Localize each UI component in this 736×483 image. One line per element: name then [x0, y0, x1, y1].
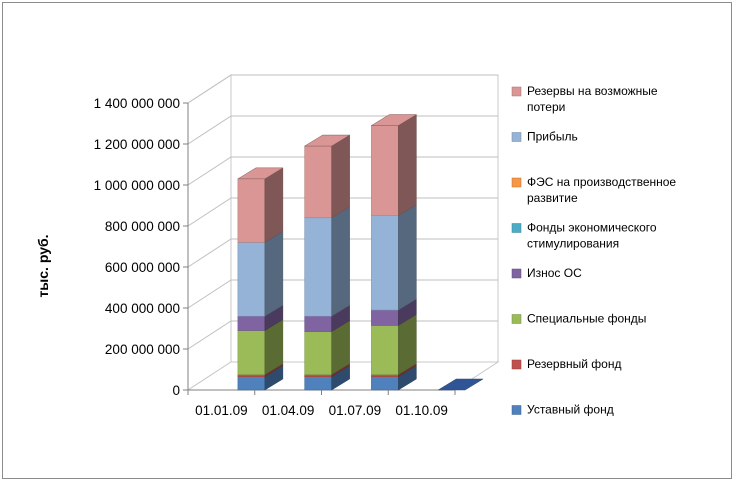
bar-Специальные фонды-01.01.09 — [237, 330, 266, 375]
bar-Резервы на возможные потери-01.04.09 — [304, 145, 332, 219]
y-tick-label: 1 200 000 000 — [94, 137, 180, 152]
x-tick-label: 01.04.09 — [262, 403, 315, 418]
bar-side-Прибыль-01.07.09 — [398, 204, 417, 311]
legend-label-Износ ОС: Износ ОС — [527, 266, 582, 280]
legend-label-ФЭС на производственное развитие: ФЭС на производственное развитие — [527, 175, 676, 205]
x-tick-label: 01.01.09 — [195, 403, 248, 418]
bar-side-Резервы на возможные потери-01.07.09 — [398, 114, 417, 217]
y-tick-label: 200 000 000 — [105, 342, 180, 357]
bar-side-Резервы на возможные потери-01.04.09 — [331, 134, 350, 219]
bar-Специальные фонды-01.04.09 — [304, 331, 332, 375]
bar-top-01.04.09 — [303, 134, 351, 147]
x-tick-label: 01.07.09 — [329, 403, 382, 418]
gridline — [187, 74, 498, 104]
bar-Резервный фонд-01.04.09 — [304, 374, 332, 377]
bar-top-01.07.09 — [370, 114, 418, 126]
legend-swatch-Специальные фонды — [511, 314, 522, 324]
bar-Износ ОС-01.01.09 — [237, 315, 266, 331]
bar-stack-01.04.09 — [303, 134, 351, 391]
legend-swatch-Фонды экономического стимулирования — [511, 223, 522, 233]
bar-Специальные фонды-01.07.09 — [371, 325, 399, 375]
bar-Уставный фонд-01.01.09 — [237, 376, 266, 391]
bar-side-Прибыль-01.04.09 — [331, 206, 350, 317]
y-tick-label: 600 000 000 — [105, 260, 180, 275]
bar-Износ ОС-01.07.09 — [371, 309, 399, 326]
bar-side-Прибыль-01.01.09 — [264, 230, 284, 317]
bar-Уставный фонд-01.04.09 — [304, 376, 332, 391]
y-tick-label: 1 400 000 000 — [94, 96, 180, 111]
x-tick-label: 01.10.09 — [395, 403, 448, 418]
legend-label-Резервный фонд: Резервный фонд — [527, 357, 621, 371]
legend-swatch-Уставный фонд — [511, 405, 522, 415]
legend-swatch-ФЭС на производственное развитие — [511, 177, 522, 188]
y-axis-label: тыс. руб. — [35, 234, 51, 297]
bar-Износ ОС-01.04.09 — [304, 315, 332, 332]
legend-swatch-Резервы на возможные потери — [511, 86, 522, 97]
legend-swatch-Прибыль — [511, 132, 522, 142]
bar-top-01.10.09 — [437, 378, 485, 391]
legend-label-Специальные фонды: Специальные фонды — [527, 312, 646, 326]
bar-stack-01.10.09 — [437, 378, 485, 391]
bar-Уставный фонд-01.07.09 — [371, 376, 399, 391]
bar-top-01.01.09 — [236, 167, 284, 180]
y-tick-label: 1 000 000 000 — [94, 178, 180, 193]
bar-Прибыль-01.04.09 — [304, 217, 332, 317]
bar-Резервы на возможные потери-01.01.09 — [237, 178, 266, 243]
legend-label-Фонды экономического стимулирования: Фонды экономического стимулирования — [527, 221, 657, 251]
bar-Прибыль-01.01.09 — [237, 242, 266, 317]
bar-Прибыль-01.07.09 — [371, 215, 399, 311]
y-tick-label: 0 — [172, 383, 180, 398]
bar-stack-01.07.09 — [370, 114, 418, 391]
y-tick-label: 400 000 000 — [105, 301, 180, 316]
bar-side-Резервы на возможные потери-01.01.09 — [264, 167, 284, 243]
legend-label-Прибыль: Прибыль — [527, 130, 578, 144]
legend-label-Уставный фонд: Уставный фонд — [527, 403, 614, 417]
legend-swatch-Резервный фонд — [511, 359, 522, 370]
bar-Резервный фонд-01.07.09 — [371, 374, 399, 377]
bar-Резервы на возможные потери-01.07.09 — [371, 125, 399, 216]
legend-label-Резервы на возможные потери: Резервы на возможные потери — [527, 84, 658, 114]
y-tick-label: 800 000 000 — [105, 219, 180, 234]
bar-Резервный фонд-01.01.09 — [237, 374, 266, 377]
legend-swatch-Износ ОС — [511, 268, 522, 279]
bar-stack-01.01.09 — [236, 167, 284, 391]
side-wall — [187, 74, 232, 391]
